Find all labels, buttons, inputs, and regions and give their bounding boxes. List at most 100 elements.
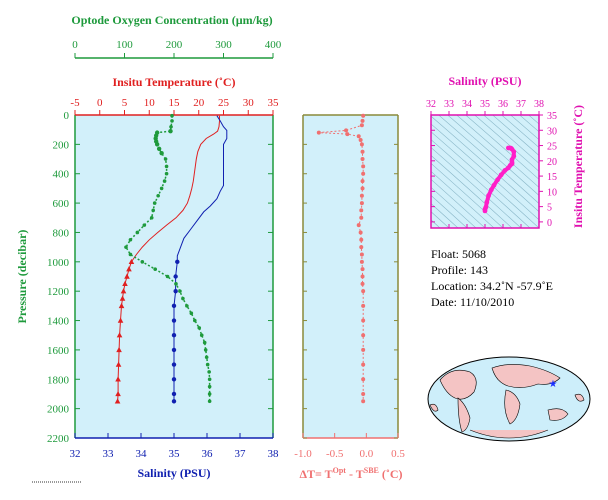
salinity-tick-label: 37 [235, 448, 247, 460]
ts-temperature-tick-label: 25 [547, 142, 557, 153]
oxygen-point [207, 399, 212, 404]
temperature-tick-label: 0 [97, 97, 103, 109]
float-info-panel: Float: 5068 Profile: 143 Location: 34.2˚… [431, 246, 553, 310]
delta-point [361, 318, 366, 323]
delta-point [356, 223, 361, 228]
temperature-axis-title: Insitu Temperature (˚C) [112, 75, 235, 89]
temperature-point [117, 317, 124, 323]
oxygen-point [192, 318, 197, 323]
delta-point [359, 252, 364, 257]
salinity-point [173, 274, 178, 279]
oxygen-tick-label: 400 [265, 39, 282, 51]
oxygen-point [135, 230, 140, 235]
delta-point [360, 118, 365, 123]
delta-point [359, 142, 364, 147]
delta-axis-title-part: ΔT= T [299, 467, 332, 481]
temperature-point [119, 295, 126, 301]
delta-point [359, 245, 364, 250]
delta-point [360, 281, 365, 286]
delta-tick-label: -1.0 [294, 448, 312, 460]
oxygen-point [149, 215, 154, 220]
salinity-point [171, 391, 177, 397]
temperature-point [118, 302, 125, 309]
oxygen-point [168, 128, 173, 134]
delta-axis-title: ΔT= TOpt - TSBE (˚C) [299, 466, 402, 481]
temperature-tick-label: 15 [169, 97, 181, 109]
oxygen-point [197, 326, 202, 330]
salinity-point [171, 333, 177, 338]
ts-density-contour [431, 123, 539, 221]
oxygen-point [156, 146, 162, 151]
salinity-point [171, 377, 177, 382]
ts-density-contour [431, 178, 486, 228]
salinity-axis-title: Salinity (PSU) [137, 466, 210, 480]
ts-density-contour [431, 170, 495, 228]
ts-point [484, 199, 490, 205]
salinity-tick-label: 36 [202, 448, 214, 460]
pressure-tick-label: 0 [64, 110, 70, 122]
salinity-tick-label: 34 [136, 448, 148, 460]
oxygen-point [199, 333, 204, 338]
oxygen-point [159, 186, 164, 191]
temperature-point [122, 280, 128, 287]
ts-salinity-tick-label: 37 [516, 99, 526, 110]
world-map-landmass [574, 393, 585, 402]
salinity-point [171, 347, 177, 353]
salinity-tick-label: 38 [268, 448, 280, 460]
oxygen-point [164, 164, 169, 169]
delta-plot-background [303, 115, 398, 438]
oxygen-point [128, 237, 133, 242]
ts-density-contour [431, 115, 539, 213]
pressure-tick-label: 1800 [47, 374, 70, 386]
temperature-tick-label: -5 [70, 97, 80, 109]
delta-point [359, 123, 364, 128]
temperature-point [124, 273, 130, 279]
ts-density-contour [483, 115, 539, 164]
ts-temperature-tick-label: 20 [547, 157, 557, 168]
delta-tick-label: -0.5 [326, 448, 344, 460]
temperature-profile-line [117, 115, 220, 402]
ts-density-contour [431, 155, 513, 228]
oxygen-point [205, 362, 210, 367]
oxygen-point [124, 245, 128, 249]
ts-density-contour [431, 147, 522, 228]
pressure-tick-label: 1400 [47, 316, 70, 328]
ts-temperature-tick-label: 5 [547, 203, 552, 214]
temperature-tick-label: 35 [268, 97, 280, 109]
oxygen-point [140, 260, 145, 264]
ts-density-contour [431, 195, 468, 228]
ts-point [498, 172, 504, 178]
pressure-axis-label: Pressure (decibar) [15, 230, 29, 324]
oxygen-tick-label: 100 [116, 39, 133, 51]
delta-point [361, 391, 366, 396]
oxygen-point [169, 124, 173, 129]
world-map-landmass [491, 364, 561, 388]
delta-point [359, 201, 364, 206]
salinity-point [173, 288, 178, 294]
ts-density-contour [431, 203, 459, 228]
float-location-star-icon: ★ [549, 379, 558, 390]
salinity-tick-label: 32 [70, 448, 81, 460]
delta-point [360, 274, 365, 279]
oxygen-point [165, 274, 170, 279]
ts-temperature-tick-label: 35 [547, 111, 557, 122]
oxygen-point [170, 113, 174, 118]
delta-axis-title-part: (˚C) [379, 467, 403, 481]
ts-density-contour [474, 115, 539, 172]
temperature-point [114, 398, 121, 404]
ts-density-contour [492, 115, 539, 156]
world-map-landmass [429, 403, 439, 412]
delta-point [359, 259, 364, 264]
delta-axis-title-sup-opt: Opt [333, 466, 347, 475]
ts-density-contour [431, 131, 539, 228]
oxygen-point [156, 193, 160, 198]
oxygen-point [151, 208, 156, 213]
ts-density-contour [456, 115, 539, 188]
date-text: Date: 11/10/2010 [431, 295, 515, 309]
delta-point [361, 377, 366, 382]
pressure-tick-label: 1000 [47, 257, 70, 269]
ts-density-contour [465, 115, 539, 180]
oxygen-point [203, 348, 208, 352]
float-id-text: Float: 5068 [431, 247, 487, 261]
temperature-point [116, 332, 123, 338]
